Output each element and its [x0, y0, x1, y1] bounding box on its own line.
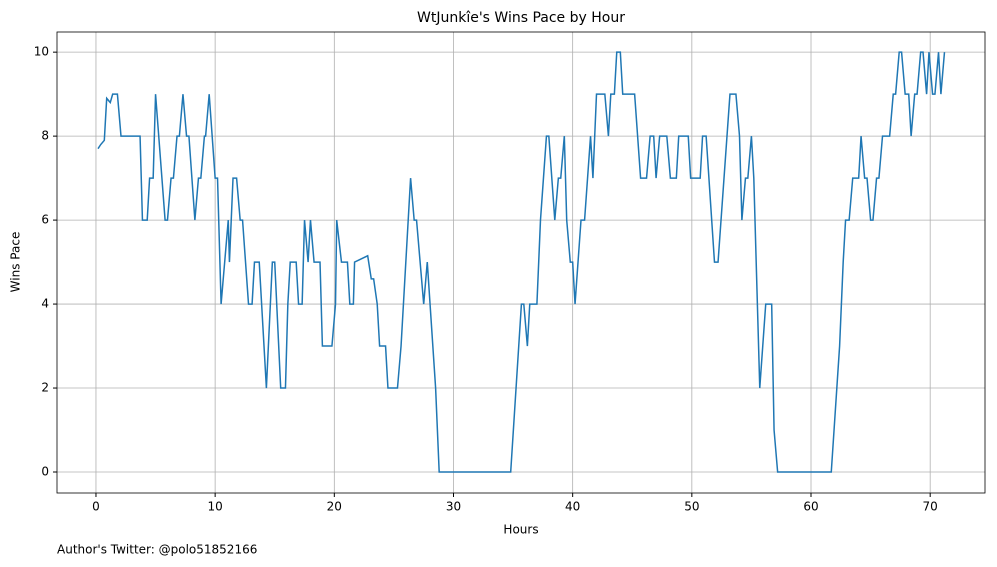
data-line [97, 51, 946, 473]
x-tick-label: 10 [208, 500, 223, 514]
x-tick-label: 30 [446, 500, 461, 514]
plot-frame [56, 31, 986, 494]
annotation: Author's Twitter: @polo51852166 [57, 543, 257, 557]
chart-title: WtJunkîe's Wins Pace by Hour [417, 10, 625, 26]
x-axis-label: Hours [503, 523, 538, 537]
x-tick-label: 70 [923, 500, 938, 514]
x-tick-label: 20 [327, 500, 342, 514]
x-tick-label: 0 [92, 500, 100, 514]
y-tick-label: 2 [41, 381, 49, 395]
y-tick-label: 6 [41, 213, 49, 227]
y-tick-label: 10 [34, 45, 49, 59]
y-tick-label: 4 [41, 297, 49, 311]
y-tick-label: 8 [41, 129, 49, 143]
y-tick-label: 0 [41, 465, 49, 479]
y-axis-label: Wins Pace [9, 232, 23, 293]
x-tick-label: 40 [565, 500, 580, 514]
x-tick-label: 60 [803, 500, 818, 514]
x-tick-label: 50 [684, 500, 699, 514]
